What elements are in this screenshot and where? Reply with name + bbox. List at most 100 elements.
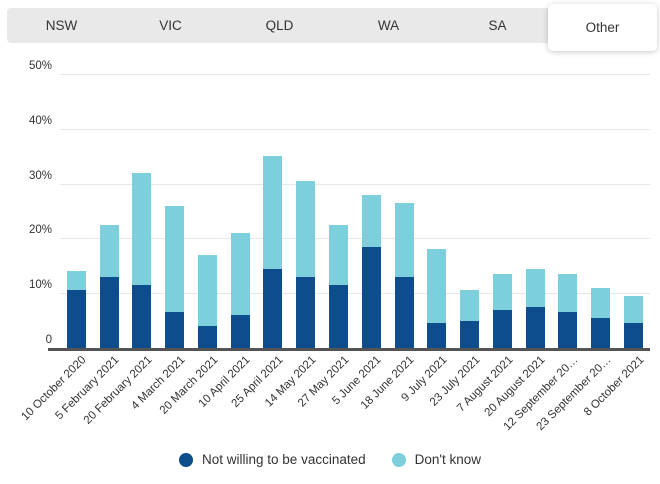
bar-segment-not-willing[interactable] [296,276,316,348]
bar-series [60,74,650,348]
gridline [60,238,650,240]
bar-segment-dont-know[interactable] [296,180,316,277]
y-tick-label: 50% [28,60,52,72]
tab-qld[interactable]: QLD [265,18,294,33]
bar-segment-dont-know[interactable] [394,202,414,277]
bar-segment-not-willing[interactable] [394,276,414,348]
x-tick-label: 9 July 2021 [399,354,450,405]
stacked-bar[interactable] [132,172,152,348]
stacked-bar[interactable] [591,287,611,348]
bar-segment-dont-know[interactable] [492,274,512,310]
bar-segment-not-willing[interactable] [66,290,86,348]
bar-segment-dont-know[interactable] [460,290,480,321]
tab-other[interactable]: Other [548,4,657,51]
stacked-bar[interactable] [263,156,283,348]
stacked-bar[interactable] [296,180,316,348]
x-tick-label: 10 April 2021 [196,354,253,410]
stacked-bar[interactable] [558,274,578,348]
bar-segment-dont-know[interactable] [165,205,185,313]
bar-segment-dont-know[interactable] [263,156,283,269]
bar-segment-not-willing[interactable] [591,317,611,348]
stacked-bar[interactable] [460,290,480,348]
stacked-bar[interactable] [165,205,185,348]
gridline [60,74,650,75]
bar-segment-not-willing[interactable] [99,276,119,348]
legend-label: Not willing to be vaccinated [202,452,366,467]
legend-item-not-willing[interactable]: Not willing to be vaccinated [179,452,366,467]
bar-segment-not-willing[interactable] [525,306,545,348]
stacked-bar[interactable] [361,194,381,348]
x-tick-label: 20 March 2021 [157,354,220,417]
gridline [60,128,650,130]
x-tick-label: 5 June 2021 [330,354,384,408]
bar-segment-not-willing[interactable] [427,323,447,348]
bar-segment-dont-know[interactable] [591,287,611,318]
x-tick-label: 18 June 2021 [358,354,417,412]
y-tick-label: 10% [28,279,52,292]
x-tick-label: 25 April 2021 [229,354,286,410]
legend-item-dont-know[interactable]: Don't know [391,452,481,467]
x-tick-label: 20 August 2021 [482,354,548,420]
bar-segment-not-willing[interactable] [558,312,578,348]
stacked-bar[interactable] [66,271,86,348]
x-tick-label: 12 September 20… [501,354,581,434]
bar-segment-dont-know[interactable] [66,271,86,291]
tab-wa[interactable]: WA [377,18,400,33]
region-tabs: NSW VIC QLD WA SA Other [7,4,657,51]
bar-segment-dont-know[interactable] [329,224,348,285]
y-tick-label: 30% [28,169,52,182]
x-tick-label: 4 March 2021 [128,354,188,413]
gridline [60,293,650,295]
bar-segment-dont-know[interactable] [558,274,578,313]
bar-segment-dont-know[interactable] [525,268,545,307]
bar-segment-dont-know[interactable] [132,172,152,285]
bar-segment-not-willing[interactable] [623,323,643,348]
x-tick-label: 23 July 2021 [427,354,483,409]
tab-vic[interactable]: VIC [159,18,182,33]
legend-dot-icon [179,452,194,467]
bar-segment-not-willing[interactable] [329,284,348,348]
stacked-bar[interactable] [623,295,643,348]
stacked-bar[interactable] [197,254,217,348]
gridline [60,183,650,185]
bar-segment-not-willing[interactable] [460,320,480,348]
x-tick-label: 8 October 2021 [581,354,647,419]
tab-sa[interactable]: SA [488,18,507,33]
bar-segment-dont-know[interactable] [230,232,250,316]
stacked-bar[interactable] [525,268,545,348]
stacked-bar[interactable] [230,232,250,348]
bar-segment-dont-know[interactable] [623,295,643,324]
x-tick-label: 23 September 20… [534,354,614,434]
bar-segment-dont-know[interactable] [361,194,381,247]
stacked-bar[interactable] [99,224,119,348]
bar-segment-dont-know[interactable] [427,249,447,324]
legend-label: Don't know [414,452,481,467]
stacked-bar[interactable] [329,224,348,348]
stacked-bar[interactable] [492,274,512,348]
y-tick-label: 20% [28,224,52,237]
stacked-bar[interactable] [394,202,414,348]
stacked-bar[interactable] [427,249,447,348]
x-axis-line [48,348,650,351]
bar-segment-not-willing[interactable] [492,309,512,348]
x-tick-label: 14 May 2021 [262,354,319,410]
y-tick-label: 40% [28,114,52,127]
y-tick-label: 0 [45,334,52,346]
bar-segment-not-willing[interactable] [263,268,283,348]
x-tick-label: 7 August 2021 [454,354,515,415]
bar-segment-not-willing[interactable] [230,315,250,348]
bar-segment-not-willing[interactable] [132,284,152,348]
bar-segment-not-willing[interactable] [197,326,217,348]
tab-nsw[interactable]: NSW [45,18,78,33]
bar-segment-not-willing[interactable] [361,246,381,348]
x-tick-label: 27 May 2021 [295,354,352,410]
bar-segment-not-willing[interactable] [165,312,185,348]
chart-legend: Not willing to be vaccinated Don't know [0,452,660,467]
x-tick-label: 5 February 2021 [53,354,122,423]
bar-segment-dont-know[interactable] [197,254,217,327]
x-tick-label: 10 October 2020 [19,354,89,424]
bar-segment-dont-know[interactable] [99,224,119,277]
chart-plot-area [48,74,650,351]
legend-dot-icon [391,452,406,467]
x-tick-label: 20 February 2021 [81,354,155,427]
